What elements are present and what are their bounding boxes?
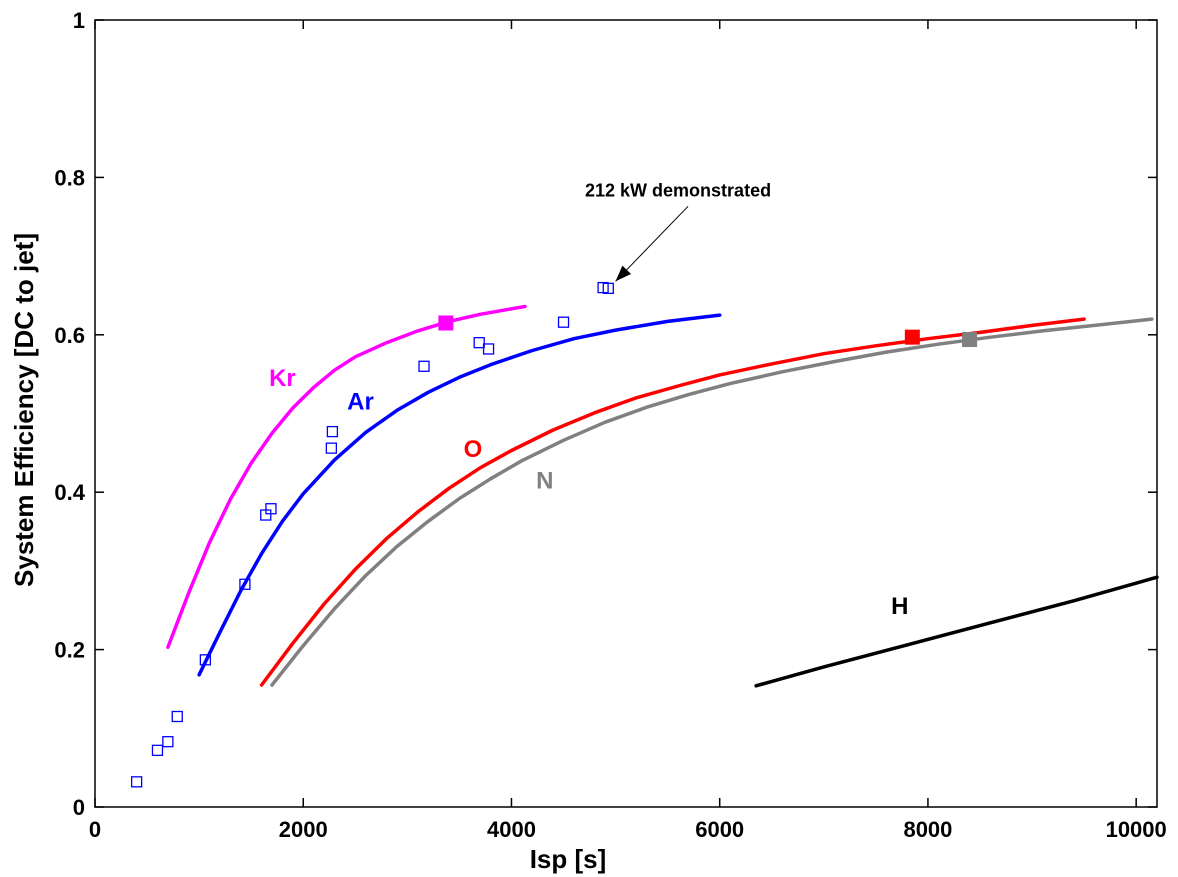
series-line-h — [754, 575, 1159, 688]
series-lines — [166, 304, 1159, 688]
data-point — [162, 736, 174, 748]
plot-frame — [94, 19, 1158, 808]
y-tick-label: 1 — [73, 8, 85, 33]
x-tick-label: 4000 — [487, 817, 536, 842]
x-tick-label: 10000 — [1106, 817, 1167, 842]
data-point — [171, 710, 183, 723]
series-labels: Kr Ar O N H — [269, 365, 908, 620]
data-point — [326, 425, 339, 438]
marker-n — [962, 332, 978, 348]
y-tick-label: 0.4 — [54, 480, 85, 505]
data-point — [482, 343, 495, 355]
y-tick-label: 0 — [73, 795, 85, 820]
y-tick-labels: 0 0.2 0.4 0.6 0.8 1 — [54, 8, 85, 820]
y-tick-label: 0.6 — [54, 323, 85, 348]
series-line-ar — [197, 313, 722, 677]
design-point-markers — [438, 315, 978, 348]
series-label-ar: Ar — [347, 389, 374, 416]
data-point — [418, 360, 430, 372]
annotation-arrow-head — [615, 265, 632, 282]
series-label-h: H — [891, 593, 908, 620]
data-point — [265, 503, 277, 515]
data-point — [130, 776, 143, 788]
annotations: 212 kW demonstrated — [585, 180, 771, 282]
data-point — [151, 744, 164, 756]
y-axis-title: System Efficiency [DC to jet] — [9, 233, 39, 587]
data-point — [239, 578, 251, 590]
x-tick-label: 0 — [89, 817, 101, 842]
series-line-kr — [166, 304, 527, 649]
axis-ticks — [94, 19, 1157, 808]
annotation-arrow-line — [615, 205, 689, 282]
x-tick-label: 8000 — [903, 817, 952, 842]
x-tick-label: 2000 — [279, 817, 328, 842]
series-label-kr: Kr — [269, 365, 296, 392]
data-point — [473, 337, 485, 349]
data-point — [325, 442, 337, 454]
data-point — [557, 316, 570, 328]
series-label-n: N — [536, 467, 553, 494]
y-tick-label: 0.8 — [54, 165, 85, 190]
marker-o — [904, 329, 920, 345]
x-tick-label: 6000 — [695, 817, 744, 842]
marker-kr — [438, 315, 454, 331]
series-line-n — [270, 317, 1154, 687]
series-label-o: O — [464, 436, 483, 463]
axes-box — [94, 19, 1158, 808]
x-tick-labels: 0 2000 4000 6000 8000 10000 — [89, 817, 1167, 842]
data-point — [602, 282, 614, 295]
measured-points — [130, 281, 614, 788]
y-tick-label: 0.2 — [54, 638, 85, 663]
data-point — [199, 654, 212, 666]
annotation-text: 212 kW demonstrated — [585, 180, 771, 200]
x-axis-title: Isp [s] — [530, 844, 607, 874]
